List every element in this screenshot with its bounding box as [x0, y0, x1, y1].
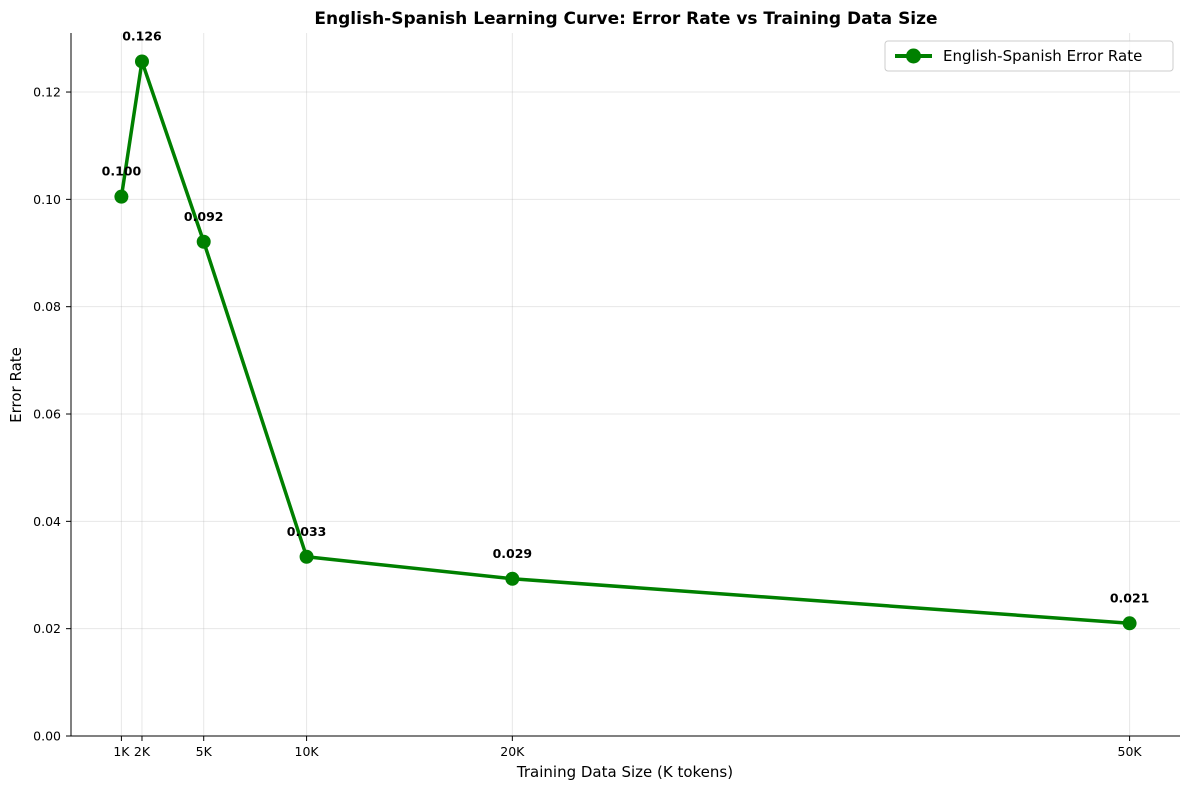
y-tick-label: 0.04	[33, 514, 61, 529]
series-layer	[114, 54, 1137, 631]
grid-lines	[71, 33, 1180, 737]
legend: English-Spanish Error Rate	[884, 40, 1174, 72]
legend-label: English-Spanish Error Rate	[943, 47, 1142, 65]
data-value-label: 0.092	[184, 209, 224, 224]
y-tick-label: 0.08	[33, 299, 61, 314]
data-point-marker	[1122, 616, 1137, 631]
y-tick-label: 0.00	[33, 729, 61, 744]
x-tick-label: 5K	[196, 744, 213, 759]
data-value-label: 0.029	[493, 546, 533, 561]
axis-ticks: 0.00 0.02 0.04 0.06 0.08 0.10 0.12 1K 2K 5K 10K 20K…	[33, 85, 1142, 759]
data-point-marker	[505, 571, 520, 586]
data-point-marker	[134, 54, 149, 69]
x-tick-label: 10K	[295, 744, 320, 759]
data-value-label: 0.100	[102, 164, 142, 179]
x-axis-label: Training Data Size (K tokens)	[516, 763, 733, 781]
data-point-marker	[299, 549, 314, 564]
chart-title: English-Spanish Learning Curve: Error Ra…	[314, 9, 937, 29]
data-value-label: 0.126	[122, 28, 162, 43]
y-axis-label: Error Rate	[7, 347, 25, 423]
data-value-label: 0.021	[1110, 590, 1150, 605]
x-tick-label: 50K	[1118, 744, 1143, 759]
legend-marker-swatch	[906, 48, 921, 64]
y-tick-label: 0.12	[33, 85, 61, 100]
x-tick-label: 1K	[113, 744, 130, 759]
data-point-marker	[196, 234, 211, 249]
x-tick-label: 2K	[134, 744, 151, 759]
legend-box	[884, 40, 1174, 72]
x-tick-label: 20K	[500, 744, 525, 759]
series-line	[119, 59, 1132, 626]
data-point-marker	[114, 189, 129, 204]
data-labels: 0.100 0.126 0.092 0.033 0.029 0.021	[102, 28, 1150, 605]
y-tick-label: 0.06	[33, 407, 61, 422]
data-value-label: 0.033	[287, 524, 327, 539]
y-tick-label: 0.02	[33, 621, 61, 636]
y-tick-label: 0.10	[33, 192, 61, 207]
